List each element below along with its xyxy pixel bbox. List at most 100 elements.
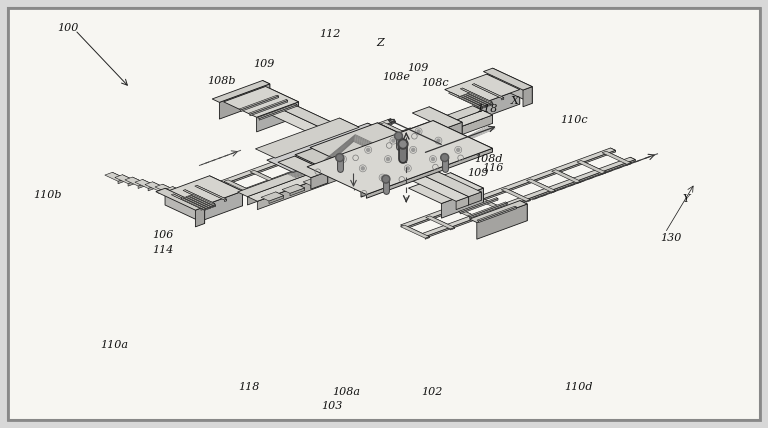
Polygon shape: [490, 102, 492, 104]
Polygon shape: [158, 188, 166, 193]
Polygon shape: [383, 157, 468, 205]
Polygon shape: [250, 100, 288, 116]
Polygon shape: [501, 209, 505, 211]
Circle shape: [457, 149, 460, 152]
Circle shape: [383, 177, 389, 181]
Polygon shape: [369, 146, 382, 159]
Polygon shape: [481, 107, 483, 109]
Polygon shape: [505, 202, 507, 205]
Polygon shape: [531, 179, 555, 191]
Polygon shape: [480, 197, 505, 210]
Polygon shape: [627, 163, 631, 165]
Polygon shape: [195, 207, 204, 227]
Polygon shape: [275, 127, 359, 162]
Polygon shape: [410, 128, 415, 132]
Text: 109: 109: [253, 59, 275, 69]
Polygon shape: [460, 199, 498, 214]
Polygon shape: [224, 180, 253, 193]
Polygon shape: [192, 128, 415, 210]
Polygon shape: [271, 110, 369, 155]
Polygon shape: [198, 190, 227, 202]
Circle shape: [412, 149, 415, 152]
Polygon shape: [412, 107, 462, 128]
Polygon shape: [115, 175, 136, 184]
Polygon shape: [184, 197, 208, 208]
Polygon shape: [405, 225, 429, 238]
Polygon shape: [311, 172, 328, 189]
Polygon shape: [475, 218, 480, 221]
Polygon shape: [248, 100, 288, 114]
Polygon shape: [442, 188, 483, 218]
Polygon shape: [469, 203, 507, 218]
Polygon shape: [269, 196, 283, 203]
Polygon shape: [551, 169, 581, 183]
Polygon shape: [450, 173, 483, 203]
Polygon shape: [142, 179, 156, 188]
Polygon shape: [327, 163, 331, 165]
Circle shape: [342, 158, 345, 160]
Polygon shape: [195, 185, 227, 200]
Polygon shape: [476, 197, 505, 211]
Polygon shape: [295, 124, 445, 186]
Polygon shape: [354, 132, 383, 145]
Polygon shape: [577, 160, 606, 173]
Polygon shape: [468, 202, 507, 217]
Text: 102: 102: [421, 386, 442, 397]
Polygon shape: [502, 188, 530, 201]
Polygon shape: [359, 132, 383, 145]
Polygon shape: [361, 155, 445, 197]
Polygon shape: [254, 170, 279, 183]
Polygon shape: [201, 208, 203, 210]
Polygon shape: [168, 190, 176, 196]
Polygon shape: [257, 102, 299, 132]
Polygon shape: [204, 209, 206, 211]
Polygon shape: [125, 177, 146, 186]
Polygon shape: [363, 106, 482, 150]
Polygon shape: [183, 189, 196, 198]
Polygon shape: [373, 110, 482, 159]
Polygon shape: [581, 160, 606, 173]
Polygon shape: [209, 207, 210, 209]
Polygon shape: [138, 183, 146, 188]
Polygon shape: [487, 74, 520, 104]
Polygon shape: [496, 198, 498, 200]
Polygon shape: [261, 192, 283, 201]
Polygon shape: [379, 124, 445, 166]
Polygon shape: [185, 197, 208, 209]
Text: 110b: 110b: [33, 190, 61, 200]
Polygon shape: [484, 106, 485, 108]
Polygon shape: [256, 118, 359, 158]
Polygon shape: [180, 198, 206, 209]
Polygon shape: [390, 119, 396, 123]
Polygon shape: [551, 190, 555, 193]
Polygon shape: [451, 92, 480, 108]
Polygon shape: [280, 161, 305, 173]
Polygon shape: [311, 180, 326, 188]
Text: Z: Z: [376, 38, 384, 48]
Polygon shape: [207, 208, 208, 210]
Polygon shape: [224, 199, 227, 202]
Polygon shape: [122, 175, 136, 183]
Polygon shape: [478, 106, 480, 109]
Polygon shape: [263, 80, 270, 101]
Text: 110a: 110a: [100, 339, 127, 350]
Polygon shape: [520, 201, 527, 221]
Circle shape: [441, 154, 449, 161]
Polygon shape: [425, 216, 455, 229]
Polygon shape: [214, 205, 216, 207]
Polygon shape: [469, 201, 527, 223]
Polygon shape: [276, 192, 283, 198]
Text: 112: 112: [319, 29, 340, 39]
Polygon shape: [247, 157, 356, 205]
Text: 103: 103: [321, 401, 343, 411]
Polygon shape: [373, 110, 492, 155]
Text: 108c: 108c: [421, 78, 449, 89]
Polygon shape: [237, 152, 356, 196]
Circle shape: [361, 167, 364, 170]
Circle shape: [437, 139, 440, 142]
Polygon shape: [174, 194, 203, 209]
Polygon shape: [433, 121, 492, 152]
Polygon shape: [275, 182, 279, 184]
Polygon shape: [303, 176, 326, 186]
Polygon shape: [606, 151, 631, 164]
